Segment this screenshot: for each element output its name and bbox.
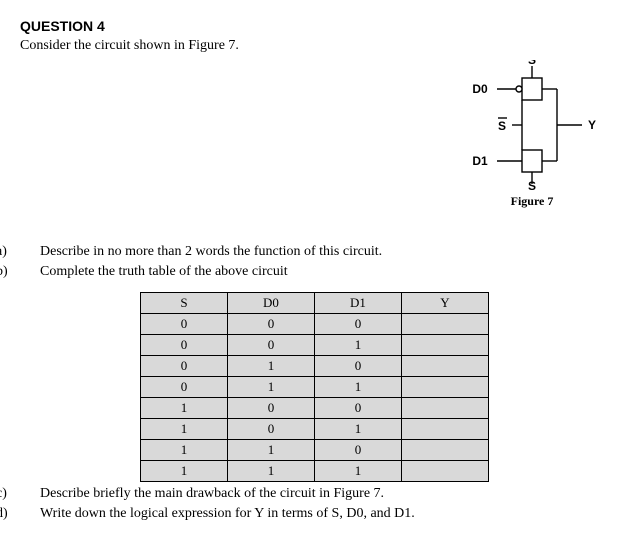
label-s-top: S	[528, 60, 536, 67]
cell	[402, 377, 489, 398]
part-letter: c)	[20, 486, 40, 502]
part-a: a)Describe in no more than 2 words the f…	[20, 244, 602, 260]
label-d0: D0	[472, 82, 488, 96]
cell: 0	[141, 335, 228, 356]
cell: 1	[315, 335, 402, 356]
question-heading: QUESTION 4	[20, 18, 602, 34]
col-header: D1	[315, 293, 402, 314]
part-d: d)Write down the logical expression for …	[20, 506, 602, 522]
cell: 0	[228, 314, 315, 335]
cell: 0	[315, 440, 402, 461]
label-d1: D1	[472, 154, 488, 168]
part-text: Write down the logical expression for Y …	[40, 506, 415, 521]
truth-table: S D0 D1 Y 000 001 010 011 100 101 110 11…	[140, 292, 489, 482]
col-header: D0	[228, 293, 315, 314]
part-text: Describe in no more than 2 words the fun…	[40, 244, 382, 259]
cell	[402, 335, 489, 356]
label-sbar: S	[498, 119, 506, 133]
figure-area: S D0 S D1 Y S Figure 7	[20, 60, 602, 240]
label-y: Y	[588, 118, 596, 132]
circuit-diagram: S D0 S D1 Y S Figure 7	[462, 60, 602, 209]
cell	[402, 356, 489, 377]
cell: 0	[315, 398, 402, 419]
cell: 1	[315, 419, 402, 440]
cell: 1	[141, 440, 228, 461]
cell: 1	[228, 440, 315, 461]
cell: 0	[228, 398, 315, 419]
cell: 0	[141, 314, 228, 335]
cell: 1	[141, 461, 228, 482]
part-c: c)Describe briefly the main drawback of …	[20, 486, 602, 502]
truth-table-wrap: S D0 D1 Y 000 001 010 011 100 101 110 11…	[140, 292, 602, 482]
cell: 1	[228, 461, 315, 482]
table-row: 011	[141, 377, 489, 398]
cell: 1	[141, 398, 228, 419]
cell	[402, 440, 489, 461]
table-row: 000	[141, 314, 489, 335]
question-parts-cd: c)Describe briefly the main drawback of …	[20, 486, 602, 522]
cell: 0	[228, 335, 315, 356]
table-row: 111	[141, 461, 489, 482]
cell: 1	[315, 461, 402, 482]
part-letter: d)	[20, 506, 40, 522]
question-parts: a)Describe in no more than 2 words the f…	[20, 244, 602, 280]
part-letter: a)	[20, 244, 40, 260]
table-row: 110	[141, 440, 489, 461]
figure-caption: Figure 7	[462, 194, 602, 209]
table-row: 101	[141, 419, 489, 440]
cell	[402, 461, 489, 482]
cell: 1	[141, 419, 228, 440]
question-intro: Consider the circuit shown in Figure 7.	[20, 38, 602, 54]
cell: 0	[315, 314, 402, 335]
cell: 1	[228, 356, 315, 377]
cell: 1	[315, 377, 402, 398]
label-s-bot: S	[528, 179, 536, 190]
table-row: 010	[141, 356, 489, 377]
cell: 1	[228, 377, 315, 398]
table-header-row: S D0 D1 Y	[141, 293, 489, 314]
cell	[402, 419, 489, 440]
col-header: Y	[402, 293, 489, 314]
cell: 0	[141, 377, 228, 398]
cell: 0	[228, 419, 315, 440]
table-body: 000 001 010 011 100 101 110 111	[141, 314, 489, 482]
cell: 0	[315, 356, 402, 377]
col-header: S	[141, 293, 228, 314]
cell	[402, 398, 489, 419]
part-letter: b)	[20, 264, 40, 280]
table-row: 001	[141, 335, 489, 356]
part-text: Describe briefly the main drawback of th…	[40, 486, 384, 501]
circuit-svg: S D0 S D1 Y S	[462, 60, 602, 190]
cell: 0	[141, 356, 228, 377]
part-text: Complete the truth table of the above ci…	[40, 264, 288, 279]
part-b: b)Complete the truth table of the above …	[20, 264, 602, 280]
cell	[402, 314, 489, 335]
table-row: 100	[141, 398, 489, 419]
